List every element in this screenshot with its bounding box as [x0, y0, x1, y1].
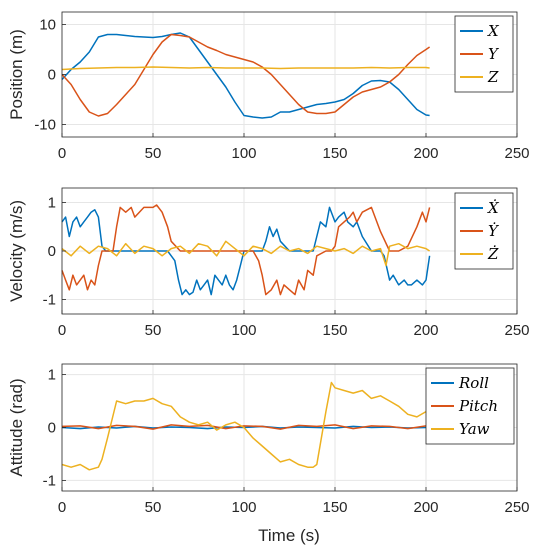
y-tick-label: -10	[34, 117, 56, 134]
series-line-y	[61, 33, 431, 117]
series-line-x	[61, 32, 430, 119]
legend: XYZ	[454, 15, 514, 93]
x-tick-label: 250	[504, 322, 529, 339]
legend-label: Roll	[458, 374, 489, 392]
x-tick-label: 150	[322, 145, 347, 162]
legend-label: Y	[488, 45, 500, 63]
y-axis-label: Attitude (rad)	[7, 378, 26, 476]
series-line-ż	[61, 240, 431, 267]
x-tick-label: 50	[145, 322, 162, 339]
x-tick-label: 50	[145, 145, 162, 162]
x-tick-label: 0	[58, 322, 66, 339]
x-tick-label: 50	[145, 499, 162, 516]
legend: Roll Pitch Yaw	[425, 367, 515, 445]
x-tick-label: 100	[231, 499, 256, 516]
x-axis-label: Time (s)	[258, 526, 320, 545]
y-axis-label: Velocity (m/s)	[7, 200, 26, 302]
legend: ẊẎŻ	[454, 192, 514, 270]
x-tick-label: 100	[231, 145, 256, 162]
legend-label: Ẋ	[487, 199, 500, 217]
x-tick-label: 150	[322, 499, 347, 516]
y-tick-label: 0	[48, 420, 56, 437]
series-line-yaw	[61, 381, 431, 471]
legend-label: Ż	[487, 245, 499, 263]
series-line-ẏ	[61, 204, 431, 296]
x-tick-label: 100	[231, 322, 256, 339]
y-tick-label: 0	[48, 243, 56, 260]
x-tick-label: 250	[504, 145, 529, 162]
legend-label: X	[487, 22, 500, 40]
y-tick-label: -1	[43, 472, 56, 489]
series-line-roll	[61, 425, 430, 430]
series-line-z	[61, 66, 430, 71]
y-axis-label: Position (m)	[7, 29, 26, 120]
y-tick-label: 10	[39, 17, 56, 34]
legend-label: Pitch	[458, 397, 498, 415]
x-tick-label: 200	[413, 499, 438, 516]
y-tick-label: 1	[48, 367, 56, 384]
y-tick-label: 1	[48, 195, 56, 212]
x-tick-label: 200	[413, 322, 438, 339]
x-tick-label: 0	[58, 499, 66, 516]
x-tick-label: 250	[504, 499, 529, 516]
series-line-pitch	[61, 424, 430, 430]
legend-label: Ẏ	[488, 222, 500, 240]
x-tick-label: 200	[413, 145, 438, 162]
x-tick-label: 150	[322, 322, 347, 339]
y-tick-label: -1	[43, 291, 56, 308]
y-tick-label: 0	[48, 67, 56, 84]
legend-label: Z	[487, 68, 499, 86]
legend-label: Yaw	[459, 420, 490, 438]
x-tick-label: 0	[58, 145, 66, 162]
